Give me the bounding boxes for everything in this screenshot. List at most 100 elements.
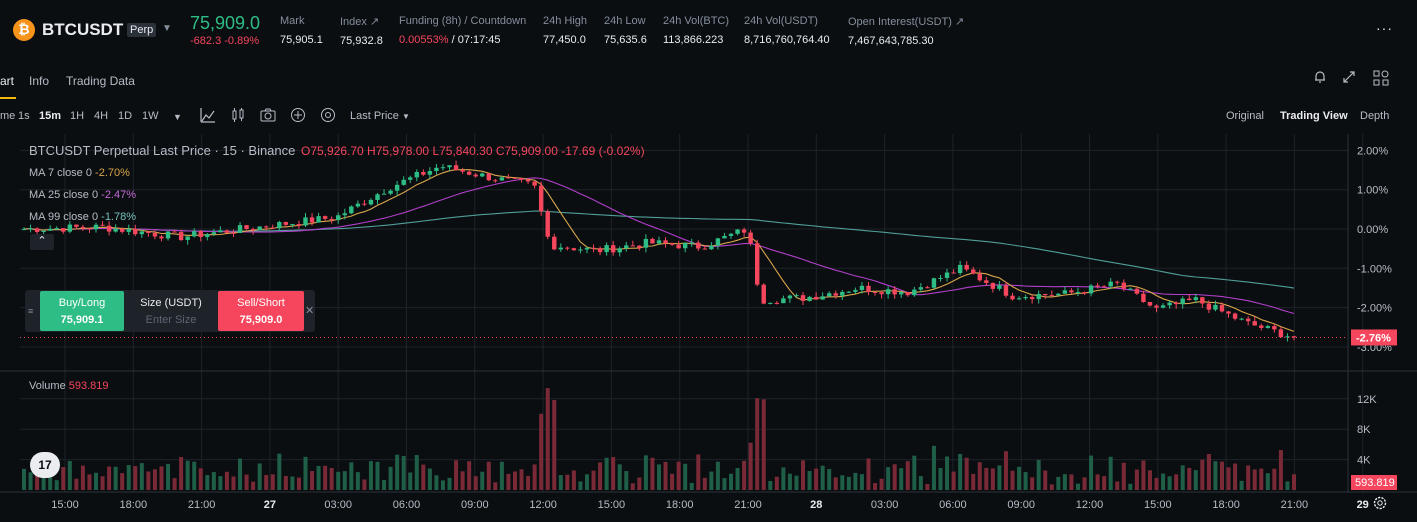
candle [624,241,629,252]
price-type-select[interactable]: Last Price ▼ [350,110,410,122]
interval-1s[interactable]: 1s [18,110,30,122]
candle [277,220,282,231]
tab-trading-data[interactable]: Trading Data [66,74,135,88]
volume-bar [1174,474,1179,490]
candle-body [761,284,766,304]
volume-bar [846,476,851,490]
tab-info[interactable]: Info [29,74,50,88]
volume-bar [283,476,288,490]
volume-bar [1226,467,1231,490]
volume-bar [1121,462,1126,490]
candle [80,224,86,231]
candle [905,292,910,297]
candle [1023,294,1028,301]
more-options-icon[interactable]: ··· [1376,20,1393,36]
candle [885,286,891,299]
add-indicator-icon[interactable] [290,107,306,126]
volume-bar [761,399,766,490]
volume-bar [925,483,930,490]
bell-icon[interactable] [1313,70,1327,87]
sell-short-button[interactable]: Sell/Short 75,909.0 [218,291,304,331]
time-button[interactable]: me [0,110,16,122]
volume-bar [1147,470,1152,490]
candle-body [1115,281,1120,283]
candle [1082,291,1087,295]
volume-bar [1239,480,1244,490]
candle-body [67,224,73,232]
layout-grid-icon[interactable] [1373,70,1389,89]
candle [165,231,171,241]
candle [1141,290,1146,303]
volume-bar [715,461,720,490]
volume-bar [28,472,33,490]
interval-1w[interactable]: 1W [142,110,159,122]
candle-body [1226,311,1231,314]
candle-body [1200,297,1205,304]
interval-15m[interactable]: 15m [39,110,62,122]
candle [741,227,747,237]
chevron-down-icon[interactable]: ▼ [162,23,172,34]
camera-icon[interactable] [260,107,276,126]
volume-bar [192,461,197,490]
symbol-name[interactable]: BTCUSDT [42,20,124,39]
candle-body [610,245,616,253]
candle-body [368,199,374,205]
interval-1d[interactable]: 1D [118,110,133,122]
collapse-legend-button[interactable]: ⌃ [30,234,54,250]
candle-style-icon[interactable] [230,107,246,126]
volume-bar [61,467,66,490]
tab-chart[interactable]: art [0,74,15,88]
volume-bar [840,475,845,490]
stat-index[interactable]: Index ↗ 75,932.8 [340,16,383,47]
quick-trade-panel: ≡ Buy/Long 75,909.1 Size (USDT) Enter Siz… [25,290,315,332]
view-trading-view[interactable]: Trading View [1280,110,1348,122]
gear-icon[interactable] [1372,495,1388,516]
expand-icon[interactable] [1342,70,1356,87]
settings-circle-icon[interactable] [320,107,336,126]
volume-bar [434,475,439,490]
volume-bar [1213,461,1218,490]
candle [303,212,308,227]
volume-bar [1089,455,1094,490]
volume-bar [676,461,681,490]
candle-body [807,296,812,301]
candle-body [545,211,550,237]
volume-bar [565,474,570,490]
volume-bar [1272,468,1277,490]
candle-body [925,287,930,289]
interval-4h[interactable]: 4H [94,110,109,122]
stat-open-interest[interactable]: Open Interest(USDT) ↗ 7,467,643,785.30 [848,16,965,47]
candle-body [853,289,858,292]
volume-bar [1141,460,1146,490]
volume-bar [1200,459,1205,490]
candle-body [872,291,878,293]
volume-bar [886,467,891,490]
interval-1h[interactable]: 1H [70,110,85,122]
candle [224,229,230,233]
close-icon[interactable]: ✕ [305,305,315,317]
buy-long-button[interactable]: Buy/Long 75,909.1 [40,291,124,331]
tradingview-logo[interactable]: 17 [30,452,60,478]
view-original[interactable]: Original [1226,110,1264,122]
volume-bar [1278,450,1283,490]
candle-body [277,222,282,229]
drag-handle-icon[interactable]: ≡ [28,306,34,316]
volume-legend: Volume 593.819 [29,380,109,392]
candle-body [165,231,171,239]
candle-body [21,229,27,231]
candle-body [100,224,105,226]
candle-body [1193,297,1199,301]
volume-bar [657,464,661,490]
indicator-icon[interactable] [200,107,216,126]
view-depth[interactable]: Depth [1360,110,1390,122]
size-input[interactable]: Size (USDT) Enter Size [140,297,202,326]
ma7-legend: MA 7 close 0 -2.70% [29,167,130,179]
volume-bar [820,465,825,490]
x-axis-tick-label: 21:00 [188,499,216,511]
candle [133,224,138,237]
candle [480,172,485,178]
interval-dropdown-icon[interactable]: ▼ [173,112,182,122]
volume-bar [748,442,753,490]
volume-bar [1180,465,1185,490]
candle-body [696,242,701,249]
